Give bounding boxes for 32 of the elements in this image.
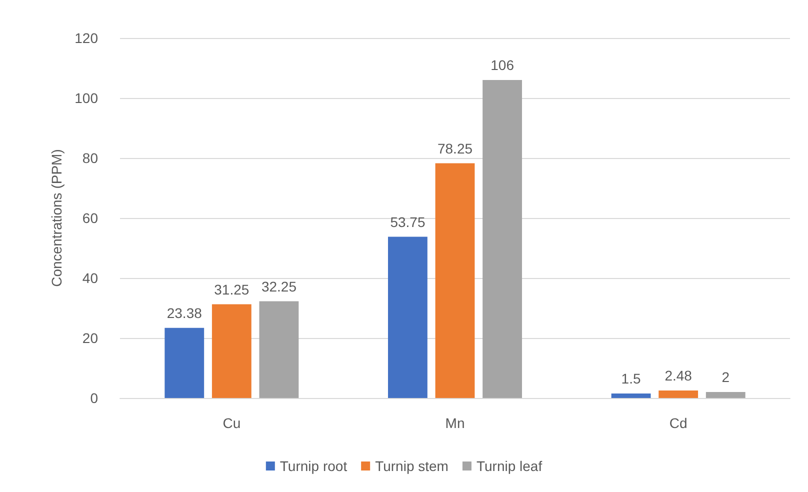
bar (706, 392, 746, 398)
bar (212, 304, 252, 398)
y-tick-label: 120 (74, 30, 98, 46)
bar (658, 390, 698, 398)
data-label: 78.25 (437, 140, 473, 156)
bar (164, 328, 204, 398)
data-label: 23.38 (166, 304, 202, 321)
y-axis-title: Concentrations (PPM) (48, 149, 65, 287)
bar (482, 80, 522, 398)
data-label: 53.75 (390, 214, 426, 230)
bar (611, 394, 651, 398)
legend-label: Turnip stem (375, 458, 448, 474)
y-tick-label: 40 (82, 270, 98, 286)
legend-label: Turnip leaf (476, 458, 542, 474)
data-label: 1.5 (621, 370, 641, 386)
x-tick-label: Cu (222, 415, 241, 431)
y-tick-label: 20 (82, 330, 98, 346)
y-tick-label: 60 (82, 210, 98, 226)
data-label: 106 (490, 57, 514, 73)
x-tick-label: Mn (445, 415, 465, 431)
data-label: 2 (722, 369, 730, 385)
data-label: 31.25 (214, 281, 250, 298)
data-label: 32.25 (261, 278, 297, 294)
bar (388, 236, 428, 398)
y-tick-label: 80 (82, 150, 98, 166)
legend-label: Turnip root (280, 458, 348, 474)
y-tick-label: 100 (74, 90, 98, 106)
x-tick-label: Cd (669, 415, 688, 431)
bar (435, 163, 475, 398)
data-label: 2.48 (664, 368, 692, 384)
bar (259, 301, 299, 398)
y-tick-label: 0 (90, 390, 98, 406)
